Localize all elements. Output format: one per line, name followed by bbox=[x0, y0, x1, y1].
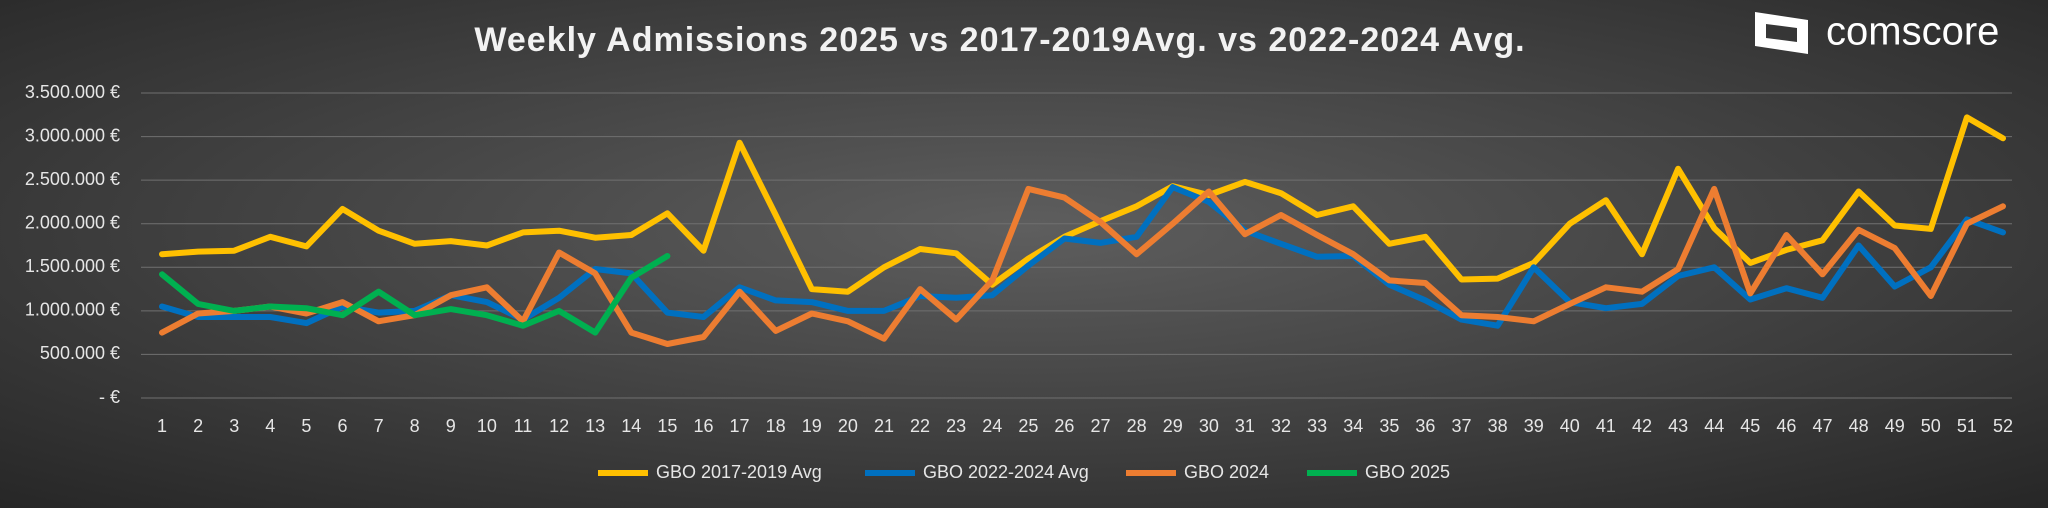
x-tick-label: 40 bbox=[1560, 416, 1580, 436]
x-tick-label: 36 bbox=[1415, 416, 1435, 436]
x-tick-label: 50 bbox=[1921, 416, 1941, 436]
x-tick-label: 25 bbox=[1018, 416, 1038, 436]
logo-text: comscore bbox=[1826, 10, 1999, 54]
legend-label: GBO 2025 bbox=[1365, 462, 1450, 482]
x-tick-label: 12 bbox=[549, 416, 569, 436]
x-tick-label: 52 bbox=[1993, 416, 2013, 436]
legend-label: GBO 2022-2024 Avg bbox=[923, 462, 1089, 482]
x-tick-label: 41 bbox=[1596, 416, 1616, 436]
x-tick-label: 13 bbox=[585, 416, 605, 436]
x-tick-label: 29 bbox=[1163, 416, 1183, 436]
x-tick-label: 24 bbox=[982, 416, 1002, 436]
y-tick-label: 2.500.000 € bbox=[25, 169, 120, 189]
y-tick-label: 2.000.000 € bbox=[25, 212, 120, 232]
x-tick-label: 4 bbox=[265, 416, 275, 436]
x-tick-label: 48 bbox=[1849, 416, 1869, 436]
x-tick-label: 21 bbox=[874, 416, 894, 436]
x-tick-label: 28 bbox=[1127, 416, 1147, 436]
y-tick-label: - € bbox=[99, 387, 120, 407]
series-line bbox=[159, 185, 2006, 347]
x-tick-label: 38 bbox=[1488, 416, 1508, 436]
x-tick-label: 42 bbox=[1632, 416, 1652, 436]
x-tick-label: 11 bbox=[514, 416, 533, 436]
x-tick-label: 43 bbox=[1668, 416, 1688, 436]
x-tick-label: 47 bbox=[1812, 416, 1832, 436]
x-tick-label: 16 bbox=[693, 416, 713, 436]
x-tick-label: 7 bbox=[374, 416, 384, 436]
x-tick-label: 27 bbox=[1091, 416, 1111, 436]
x-tick-label: 51 bbox=[1957, 416, 1977, 436]
x-tick-label: 5 bbox=[301, 416, 311, 436]
y-tick-label: 3.000.000 € bbox=[25, 125, 120, 145]
y-tick-label: 500.000 € bbox=[40, 343, 120, 363]
x-tick-label: 17 bbox=[730, 416, 750, 436]
y-tick-label: 1.000.000 € bbox=[25, 300, 120, 320]
series-line bbox=[159, 184, 2006, 329]
x-tick-label: 37 bbox=[1452, 416, 1472, 436]
legend-label: GBO 2024 bbox=[1184, 462, 1269, 482]
x-tick-label: 23 bbox=[946, 416, 966, 436]
x-tick-label: 33 bbox=[1307, 416, 1327, 436]
series-line bbox=[159, 114, 2006, 295]
x-tick-label: 6 bbox=[337, 416, 347, 436]
x-tick-label: 3 bbox=[229, 416, 239, 436]
chart-title: Weekly Admissions 2025 vs 2017-2019Avg. … bbox=[474, 21, 1525, 59]
x-tick-label: 14 bbox=[621, 416, 641, 436]
logo: comscore bbox=[1755, 10, 1999, 54]
x-tick-label: 30 bbox=[1199, 416, 1219, 436]
x-tick-label: 34 bbox=[1343, 416, 1363, 436]
y-tick-label: 1.500.000 € bbox=[25, 256, 120, 276]
x-tick-label: 2 bbox=[193, 416, 203, 436]
x-tick-label: 44 bbox=[1704, 416, 1724, 436]
logo-icon bbox=[1755, 12, 1808, 54]
series-line bbox=[159, 253, 671, 336]
x-tick-label: 10 bbox=[477, 416, 497, 436]
x-tick-label: 49 bbox=[1885, 416, 1905, 436]
x-tick-label: 35 bbox=[1379, 416, 1399, 436]
x-tick-label: 20 bbox=[838, 416, 858, 436]
x-tick-label: 46 bbox=[1776, 416, 1796, 436]
x-tick-label: 39 bbox=[1524, 416, 1544, 436]
x-tick-label: 31 bbox=[1235, 416, 1255, 436]
x-tick-label: 18 bbox=[766, 416, 786, 436]
x-tick-label: 1 bbox=[157, 416, 167, 436]
x-tick-label: 8 bbox=[410, 416, 420, 436]
x-tick-label: 32 bbox=[1271, 416, 1291, 436]
x-tick-label: 9 bbox=[446, 416, 456, 436]
legend-label: GBO 2017-2019 Avg bbox=[656, 462, 822, 482]
x-tick-label: 15 bbox=[657, 416, 677, 436]
x-tick-label: 26 bbox=[1054, 416, 1074, 436]
x-tick-label: 19 bbox=[802, 416, 822, 436]
y-tick-label: 3.500.000 € bbox=[25, 82, 120, 102]
x-tick-label: 22 bbox=[910, 416, 930, 436]
x-tick-label: 45 bbox=[1740, 416, 1760, 436]
